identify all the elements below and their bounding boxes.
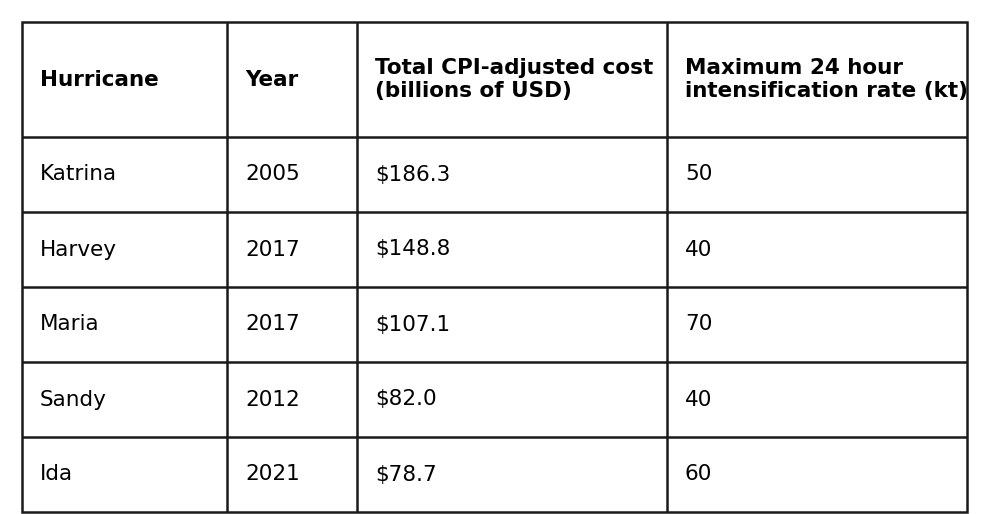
Text: $82.0: $82.0	[375, 390, 437, 410]
Text: 50: 50	[685, 164, 712, 185]
Text: Katrina: Katrina	[40, 164, 117, 185]
Text: $107.1: $107.1	[375, 315, 450, 335]
Text: Hurricane: Hurricane	[40, 69, 159, 89]
Text: $148.8: $148.8	[375, 240, 451, 260]
Text: $186.3: $186.3	[375, 164, 451, 185]
Text: 2017: 2017	[245, 315, 300, 335]
Text: 2012: 2012	[245, 390, 300, 410]
Text: Harvey: Harvey	[40, 240, 117, 260]
Text: 2021: 2021	[245, 465, 300, 485]
Text: Maximum 24 hour
intensification rate (kt): Maximum 24 hour intensification rate (kt…	[685, 58, 968, 101]
Text: 2005: 2005	[245, 164, 300, 185]
Text: Ida: Ida	[40, 465, 73, 485]
Text: $78.7: $78.7	[375, 465, 437, 485]
Text: Year: Year	[245, 69, 299, 89]
Text: 2017: 2017	[245, 240, 300, 260]
Text: 40: 40	[685, 240, 712, 260]
Text: 40: 40	[685, 390, 712, 410]
Text: Maria: Maria	[40, 315, 99, 335]
Text: 70: 70	[685, 315, 712, 335]
Text: 60: 60	[685, 465, 712, 485]
Text: Total CPI-adjusted cost
(billions of USD): Total CPI-adjusted cost (billions of USD…	[375, 58, 653, 101]
Text: Sandy: Sandy	[40, 390, 107, 410]
